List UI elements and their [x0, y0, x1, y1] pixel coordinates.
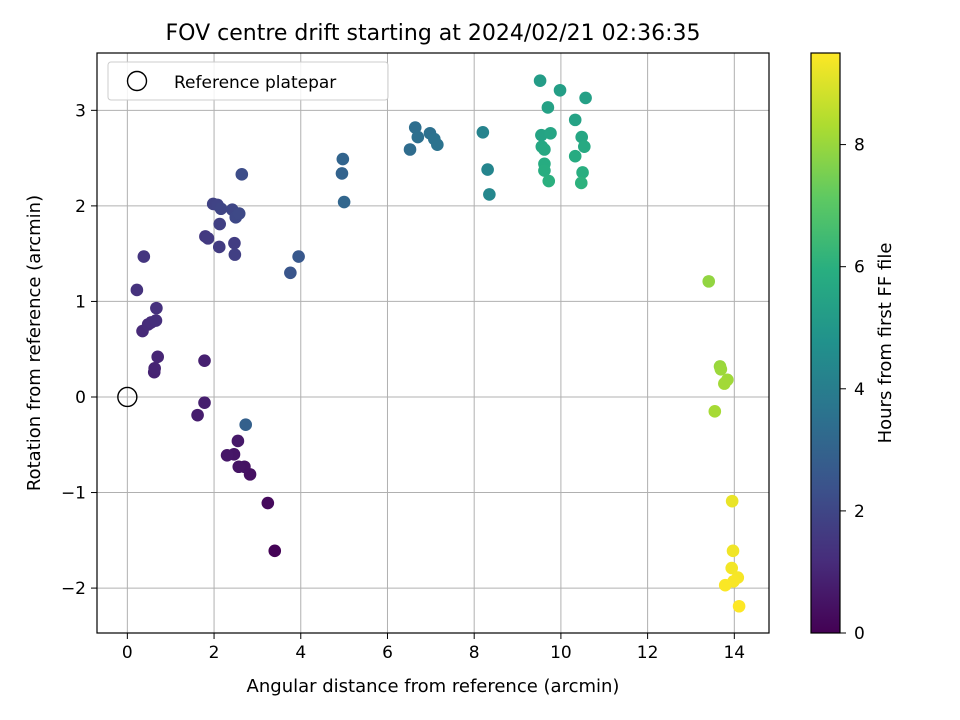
data-point [239, 418, 253, 431]
data-point [198, 354, 211, 367]
data-point [538, 143, 551, 156]
data-point [228, 236, 241, 250]
data-point [149, 314, 163, 327]
data-point [533, 74, 547, 88]
data-point [718, 578, 732, 592]
data-points [130, 74, 746, 613]
data-point [130, 283, 144, 297]
colorbar-ticks: 0 2 4 6 8 [840, 136, 865, 644]
data-point [579, 91, 592, 105]
y-tick-label: 2 [75, 197, 86, 217]
y-tick-label: −1 [61, 484, 86, 504]
data-point [151, 350, 164, 364]
colorbar-label: Hours from first FF file [875, 243, 896, 444]
data-point [725, 494, 739, 508]
data-point [483, 188, 496, 201]
chart-title: FOV centre drift starting at 2024/02/21 … [166, 21, 701, 46]
data-point [284, 266, 297, 280]
legend-box [107, 61, 389, 101]
data-point [575, 130, 589, 144]
data-point [232, 207, 246, 220]
y-tick-label: 3 [75, 101, 86, 121]
data-point [553, 83, 567, 97]
legend-reference-label: Reference platepar [174, 73, 336, 93]
x-tick-label: 2 [209, 643, 220, 663]
data-point [538, 164, 551, 177]
data-point [213, 217, 226, 231]
data-point [476, 126, 490, 139]
legend: Reference platepar [107, 61, 389, 101]
data-point [708, 405, 722, 418]
x-tick-label: 0 [122, 643, 133, 663]
x-tick-label: 12 [637, 643, 659, 663]
legend-reference-marker [126, 70, 148, 92]
data-point [292, 250, 305, 263]
x-axis-ticks: 0 2 4 6 8 10 12 14 [122, 633, 745, 663]
x-tick-label: 10 [550, 643, 572, 663]
data-point [261, 496, 275, 510]
y-tick-label: −2 [61, 579, 86, 599]
colorbar-tick-label: 8 [854, 136, 865, 156]
data-point [336, 152, 350, 166]
y-tick-label: 1 [75, 292, 86, 312]
data-point [212, 240, 226, 254]
data-point [431, 138, 444, 152]
y-tick-label: 0 [75, 388, 86, 408]
plot-frame [96, 52, 770, 634]
data-point [268, 544, 282, 558]
data-point [337, 195, 351, 209]
colorbar-tick-label: 2 [854, 502, 865, 522]
x-tick-label: 4 [295, 643, 306, 663]
x-tick-label: 14 [723, 643, 745, 663]
data-point [214, 202, 228, 216]
data-point [481, 163, 494, 176]
data-point [198, 396, 211, 410]
data-point [411, 130, 425, 144]
y-axis-label: Rotation from reference (arcmin) [24, 195, 45, 491]
colorbar-tick-label: 6 [854, 258, 865, 278]
data-point [191, 408, 204, 422]
data-point [732, 599, 746, 613]
y-axis-ticks: −2 −1 0 1 2 3 [61, 101, 97, 599]
data-point [718, 377, 731, 390]
data-point [574, 176, 588, 190]
data-point [544, 126, 557, 140]
colorbar-gradient [810, 52, 841, 634]
grid [97, 53, 769, 633]
data-point [403, 143, 417, 156]
data-point [568, 113, 582, 127]
data-point [541, 101, 555, 114]
colorbar: 0 2 4 6 8 Hours from first FF file [810, 52, 896, 644]
reference-point-marker [117, 386, 138, 408]
data-point [714, 362, 728, 376]
data-point [228, 248, 242, 261]
data-point [232, 460, 246, 474]
x-tick-label: 6 [382, 643, 393, 663]
data-point [578, 140, 591, 153]
colorbar-tick-label: 4 [854, 380, 865, 400]
x-tick-label: 8 [469, 643, 480, 663]
data-point [235, 168, 249, 181]
data-point [568, 149, 582, 163]
data-point [542, 174, 556, 188]
data-point [335, 167, 349, 180]
data-point [408, 121, 422, 134]
colorbar-tick-label: 0 [854, 624, 865, 644]
data-point [150, 301, 163, 315]
data-point [220, 448, 234, 462]
reference-marker-layer [117, 386, 138, 408]
data-point [137, 250, 151, 263]
data-point [148, 362, 161, 375]
data-point [725, 561, 739, 575]
x-axis-label: Angular distance from reference (arcmin) [247, 676, 620, 697]
data-point [702, 275, 716, 288]
data-point [231, 434, 245, 448]
data-point [576, 166, 589, 179]
data-point [726, 544, 740, 558]
data-point [201, 232, 215, 245]
